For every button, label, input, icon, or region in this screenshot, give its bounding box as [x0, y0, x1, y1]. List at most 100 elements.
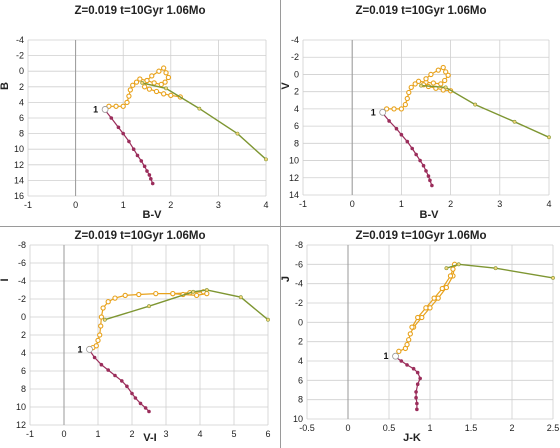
- x-axis-label: B-V: [420, 209, 440, 221]
- chart-panel-b-vs-bv: -4 -2 0 2 4 6 8 10 12 14 16 -1 0 1 2 3 4 1 Z=0.019 t=10Gyr…: [0, 0, 281, 227]
- y-axis-label: B: [0, 82, 11, 90]
- lower-ms-point: [135, 153, 140, 158]
- isochrone-point: [98, 314, 105, 320]
- y-tick-label: 4: [294, 104, 299, 114]
- x-tick-label: 4: [263, 200, 268, 210]
- lower-ms-point: [418, 376, 422, 381]
- isochrone-point: [130, 82, 136, 88]
- isochrone-point: [404, 341, 410, 348]
- lower-ms-point: [150, 181, 155, 186]
- isochrone-point: [133, 79, 140, 85]
- y-tick-label: -8: [295, 240, 303, 250]
- isochrone-point: [105, 299, 111, 305]
- chart-panel-i-vs-vi: -8 -6 -4 -2 0 2 4 6 8 10 12 -1 0 1 2 3 4 5 6 1 Z=0.019 t=10G…: [0, 227, 281, 448]
- lower-ms-point: [414, 390, 418, 394]
- lower-ms-point: [421, 163, 426, 168]
- chart-panel-j-vs-jk: -8 -6 -4 -2 0 2 4 6 8 10 -0.5 0 0.5 1 1.5 2 2.5 1 Z=0.019 …: [281, 227, 560, 448]
- isochrone-point: [423, 305, 429, 311]
- lower-ms-point: [399, 132, 404, 137]
- isochrone-point: [442, 77, 448, 84]
- y-tick-label: -4: [16, 35, 24, 45]
- lower-ms-point: [131, 147, 136, 151]
- annotation-marker: [392, 352, 399, 360]
- x-axis-label: J-K: [403, 432, 421, 444]
- y-tick-label: 6: [19, 113, 24, 123]
- isochrone-point: [127, 87, 133, 93]
- y-axis-label: V: [281, 82, 292, 90]
- agb-point: [473, 102, 478, 107]
- isochrone-point: [161, 91, 167, 97]
- y-tick-label: 8: [294, 138, 299, 148]
- x-tick-label: 1: [399, 199, 404, 209]
- x-tick-label: 2: [168, 200, 173, 210]
- agb-point: [264, 157, 268, 162]
- agb-point: [266, 317, 270, 322]
- x-tick-label: 1: [95, 429, 100, 439]
- y-tick-label: 2: [298, 337, 303, 347]
- isochrone-point: [126, 93, 132, 99]
- isochrone-point: [165, 74, 172, 81]
- isochrone-point: [95, 337, 101, 344]
- lower-ms-point: [418, 158, 422, 163]
- isochrone-point: [144, 77, 150, 84]
- y-tick-label: 0: [19, 66, 24, 76]
- isochrone-point: [440, 64, 446, 71]
- x-tick-label: 1.5: [465, 423, 478, 433]
- isochrone-point: [153, 290, 159, 297]
- agb-point: [140, 81, 145, 85]
- x-tick-label: 5: [231, 429, 236, 439]
- isochrone-point: [151, 80, 157, 86]
- isochrone-point: [136, 291, 142, 298]
- y-tick-label: -2: [16, 51, 24, 61]
- y-tick-label: 14: [289, 190, 299, 200]
- isochrone-point: [430, 80, 437, 86]
- lower-ms-point: [414, 152, 418, 157]
- y-tick-label: 12: [289, 173, 299, 183]
- lower-ms-point: [138, 401, 143, 406]
- isochrone-point: [153, 88, 160, 95]
- lower-ms-point: [415, 407, 419, 412]
- agb-point: [456, 262, 461, 267]
- isochrone-point: [404, 95, 410, 102]
- y-tick-label: 0: [294, 69, 299, 79]
- lower-ms-point: [415, 370, 420, 375]
- lower-ms-point: [113, 373, 117, 378]
- y-tick-label: 10: [289, 156, 299, 166]
- y-tick-label: 2: [21, 330, 26, 340]
- y-tick-label: -6: [295, 259, 303, 269]
- y-tick-label: 16: [14, 191, 24, 201]
- x-tick-label: -1: [26, 429, 34, 439]
- vertical-divider: [280, 0, 281, 448]
- y-tick-label: 0: [21, 312, 26, 322]
- y-tick-label: 8: [19, 129, 24, 139]
- lower-ms-point: [92, 355, 97, 360]
- lower-ms-point: [121, 131, 125, 136]
- lower-ms-point: [147, 409, 151, 414]
- lower-ms-point: [99, 362, 104, 367]
- y-tick-label: 10: [14, 144, 24, 154]
- x-tick-label: 0.5: [383, 423, 396, 433]
- agb-point: [164, 86, 168, 91]
- x-tick-label: 3: [216, 200, 221, 210]
- isochrone-point: [407, 331, 413, 337]
- lower-ms-point: [414, 395, 418, 400]
- x-tick-label: -1: [24, 200, 32, 210]
- isochrone-point: [162, 79, 168, 85]
- isochrone-point: [415, 314, 421, 321]
- x-tick-label: 6: [265, 429, 270, 439]
- agb-point: [493, 266, 498, 271]
- lower-ms-point: [387, 119, 391, 123]
- lower-ms-point: [109, 116, 114, 120]
- chart-svg-3: -8 -6 -4 -2 0 2 4 6 8 10-0.5 0 0.5 1 1.5 2 2.5 1 Z=0.019 …: [281, 230, 559, 444]
- agb-point: [102, 317, 107, 322]
- lower-ms-point: [145, 169, 149, 173]
- isochrone-point: [113, 103, 119, 109]
- isochrone-point: [168, 92, 174, 99]
- isochrone-point: [97, 332, 103, 338]
- agb-point: [444, 266, 449, 271]
- isochrone-point: [137, 76, 143, 82]
- x-axis-label: B-V: [143, 209, 163, 221]
- agb-point: [419, 83, 423, 88]
- chart-title: Z=0.019 t=10Gyr 1.06Mo: [74, 230, 205, 242]
- annotation-label: 1: [384, 351, 389, 361]
